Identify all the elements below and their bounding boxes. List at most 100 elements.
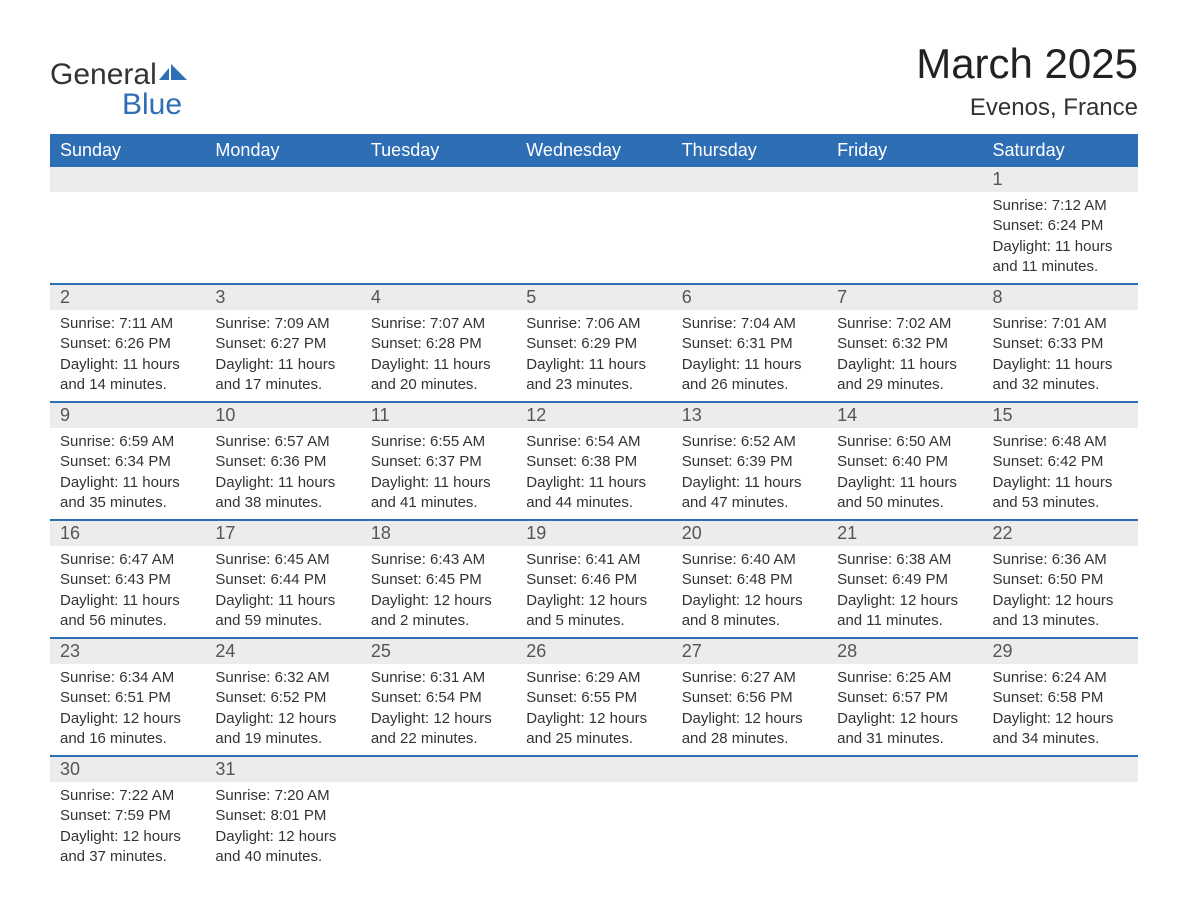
sunset-text: Sunset: 6:45 PM bbox=[371, 570, 506, 590]
daylight-text: Daylight: 11 hours and 47 minutes. bbox=[682, 473, 817, 514]
calendar-cell: 16Sunrise: 6:47 AMSunset: 6:43 PMDayligh… bbox=[50, 520, 205, 638]
sunset-text: Sunset: 6:55 PM bbox=[526, 688, 661, 708]
daylight-text: Daylight: 12 hours and 5 minutes. bbox=[526, 591, 661, 632]
daylight-text: Daylight: 12 hours and 31 minutes. bbox=[837, 709, 972, 750]
daylight-text: Daylight: 12 hours and 34 minutes. bbox=[993, 709, 1128, 750]
day-content: Sunrise: 7:11 AMSunset: 6:26 PMDaylight:… bbox=[50, 310, 205, 401]
day-content: Sunrise: 7:02 AMSunset: 6:32 PMDaylight:… bbox=[827, 310, 982, 401]
calendar-cell: 10Sunrise: 6:57 AMSunset: 6:36 PMDayligh… bbox=[205, 402, 360, 520]
location: Evenos, France bbox=[916, 94, 1138, 122]
calendar-week-row: 9Sunrise: 6:59 AMSunset: 6:34 PMDaylight… bbox=[50, 402, 1138, 520]
day-content: Sunrise: 7:07 AMSunset: 6:28 PMDaylight:… bbox=[361, 310, 516, 401]
day-content: Sunrise: 7:01 AMSunset: 6:33 PMDaylight:… bbox=[983, 310, 1138, 401]
day-content: Sunrise: 6:43 AMSunset: 6:45 PMDaylight:… bbox=[361, 546, 516, 637]
sunset-text: Sunset: 6:40 PM bbox=[837, 452, 972, 472]
day-content bbox=[672, 782, 827, 862]
day-number bbox=[361, 167, 516, 192]
day-content: Sunrise: 6:52 AMSunset: 6:39 PMDaylight:… bbox=[672, 428, 827, 519]
daylight-text: Daylight: 12 hours and 2 minutes. bbox=[371, 591, 506, 632]
sunrise-text: Sunrise: 6:57 AM bbox=[215, 432, 350, 452]
day-number: 10 bbox=[205, 403, 360, 428]
calendar-cell bbox=[361, 167, 516, 284]
calendar-cell: 5Sunrise: 7:06 AMSunset: 6:29 PMDaylight… bbox=[516, 284, 671, 402]
day-content: Sunrise: 6:47 AMSunset: 6:43 PMDaylight:… bbox=[50, 546, 205, 637]
calendar-cell bbox=[205, 167, 360, 284]
sunrise-text: Sunrise: 6:47 AM bbox=[60, 550, 195, 570]
sunset-text: Sunset: 6:38 PM bbox=[526, 452, 661, 472]
day-number: 2 bbox=[50, 285, 205, 310]
sunset-text: Sunset: 6:58 PM bbox=[993, 688, 1128, 708]
day-number: 3 bbox=[205, 285, 360, 310]
day-number bbox=[205, 167, 360, 192]
day-content: Sunrise: 7:20 AMSunset: 8:01 PMDaylight:… bbox=[205, 782, 360, 873]
day-content: Sunrise: 6:55 AMSunset: 6:37 PMDaylight:… bbox=[361, 428, 516, 519]
calendar-cell: 7Sunrise: 7:02 AMSunset: 6:32 PMDaylight… bbox=[827, 284, 982, 402]
sunrise-text: Sunrise: 6:34 AM bbox=[60, 668, 195, 688]
day-number: 28 bbox=[827, 639, 982, 664]
calendar-week-row: 23Sunrise: 6:34 AMSunset: 6:51 PMDayligh… bbox=[50, 638, 1138, 756]
daylight-text: Daylight: 12 hours and 37 minutes. bbox=[60, 827, 195, 868]
sunrise-text: Sunrise: 7:11 AM bbox=[60, 314, 195, 334]
sunrise-text: Sunrise: 7:01 AM bbox=[993, 314, 1128, 334]
calendar-cell: 13Sunrise: 6:52 AMSunset: 6:39 PMDayligh… bbox=[672, 402, 827, 520]
daylight-text: Daylight: 12 hours and 25 minutes. bbox=[526, 709, 661, 750]
calendar-cell: 27Sunrise: 6:27 AMSunset: 6:56 PMDayligh… bbox=[672, 638, 827, 756]
day-number: 15 bbox=[983, 403, 1138, 428]
day-number: 16 bbox=[50, 521, 205, 546]
daylight-text: Daylight: 11 hours and 32 minutes. bbox=[993, 355, 1128, 396]
sunset-text: Sunset: 8:01 PM bbox=[215, 806, 350, 826]
day-number: 22 bbox=[983, 521, 1138, 546]
day-content: Sunrise: 6:29 AMSunset: 6:55 PMDaylight:… bbox=[516, 664, 671, 755]
calendar-cell: 8Sunrise: 7:01 AMSunset: 6:33 PMDaylight… bbox=[983, 284, 1138, 402]
daylight-text: Daylight: 11 hours and 53 minutes. bbox=[993, 473, 1128, 514]
day-content: Sunrise: 6:57 AMSunset: 6:36 PMDaylight:… bbox=[205, 428, 360, 519]
calendar-cell: 1Sunrise: 7:12 AMSunset: 6:24 PMDaylight… bbox=[983, 167, 1138, 284]
daylight-text: Daylight: 12 hours and 40 minutes. bbox=[215, 827, 350, 868]
day-content: Sunrise: 6:41 AMSunset: 6:46 PMDaylight:… bbox=[516, 546, 671, 637]
sunset-text: Sunset: 6:50 PM bbox=[993, 570, 1128, 590]
calendar-cell: 18Sunrise: 6:43 AMSunset: 6:45 PMDayligh… bbox=[361, 520, 516, 638]
sunrise-text: Sunrise: 6:45 AM bbox=[215, 550, 350, 570]
daylight-text: Daylight: 12 hours and 19 minutes. bbox=[215, 709, 350, 750]
sunset-text: Sunset: 6:26 PM bbox=[60, 334, 195, 354]
daylight-text: Daylight: 12 hours and 8 minutes. bbox=[682, 591, 817, 632]
day-number bbox=[50, 167, 205, 192]
sunrise-text: Sunrise: 6:31 AM bbox=[371, 668, 506, 688]
sunset-text: Sunset: 6:43 PM bbox=[60, 570, 195, 590]
day-content bbox=[361, 192, 516, 272]
sunset-text: Sunset: 6:57 PM bbox=[837, 688, 972, 708]
day-content bbox=[983, 782, 1138, 862]
day-content: Sunrise: 7:04 AMSunset: 6:31 PMDaylight:… bbox=[672, 310, 827, 401]
day-number: 20 bbox=[672, 521, 827, 546]
daylight-text: Daylight: 11 hours and 35 minutes. bbox=[60, 473, 195, 514]
weekday-header: Wednesday bbox=[516, 134, 671, 167]
sunset-text: Sunset: 6:32 PM bbox=[837, 334, 972, 354]
weekday-header: Friday bbox=[827, 134, 982, 167]
brand-part2: Blue bbox=[122, 90, 182, 120]
calendar-cell: 11Sunrise: 6:55 AMSunset: 6:37 PMDayligh… bbox=[361, 402, 516, 520]
day-number: 30 bbox=[50, 757, 205, 782]
calendar-cell: 20Sunrise: 6:40 AMSunset: 6:48 PMDayligh… bbox=[672, 520, 827, 638]
day-content: Sunrise: 6:45 AMSunset: 6:44 PMDaylight:… bbox=[205, 546, 360, 637]
calendar-cell: 21Sunrise: 6:38 AMSunset: 6:49 PMDayligh… bbox=[827, 520, 982, 638]
day-content: Sunrise: 6:31 AMSunset: 6:54 PMDaylight:… bbox=[361, 664, 516, 755]
daylight-text: Daylight: 11 hours and 56 minutes. bbox=[60, 591, 195, 632]
sunrise-text: Sunrise: 6:24 AM bbox=[993, 668, 1128, 688]
sunrise-text: Sunrise: 6:54 AM bbox=[526, 432, 661, 452]
day-number: 12 bbox=[516, 403, 671, 428]
sunset-text: Sunset: 6:52 PM bbox=[215, 688, 350, 708]
sunset-text: Sunset: 6:36 PM bbox=[215, 452, 350, 472]
sunset-text: Sunset: 7:59 PM bbox=[60, 806, 195, 826]
calendar-cell: 25Sunrise: 6:31 AMSunset: 6:54 PMDayligh… bbox=[361, 638, 516, 756]
calendar-table: Sunday Monday Tuesday Wednesday Thursday… bbox=[50, 134, 1138, 873]
day-content: Sunrise: 6:54 AMSunset: 6:38 PMDaylight:… bbox=[516, 428, 671, 519]
header: General Blue March 2025 Evenos, France bbox=[50, 40, 1138, 122]
calendar-cell: 22Sunrise: 6:36 AMSunset: 6:50 PMDayligh… bbox=[983, 520, 1138, 638]
day-content: Sunrise: 7:09 AMSunset: 6:27 PMDaylight:… bbox=[205, 310, 360, 401]
daylight-text: Daylight: 12 hours and 16 minutes. bbox=[60, 709, 195, 750]
day-content: Sunrise: 6:40 AMSunset: 6:48 PMDaylight:… bbox=[672, 546, 827, 637]
daylight-text: Daylight: 11 hours and 17 minutes. bbox=[215, 355, 350, 396]
day-number: 26 bbox=[516, 639, 671, 664]
daylight-text: Daylight: 11 hours and 29 minutes. bbox=[837, 355, 972, 396]
sunset-text: Sunset: 6:24 PM bbox=[993, 216, 1128, 236]
